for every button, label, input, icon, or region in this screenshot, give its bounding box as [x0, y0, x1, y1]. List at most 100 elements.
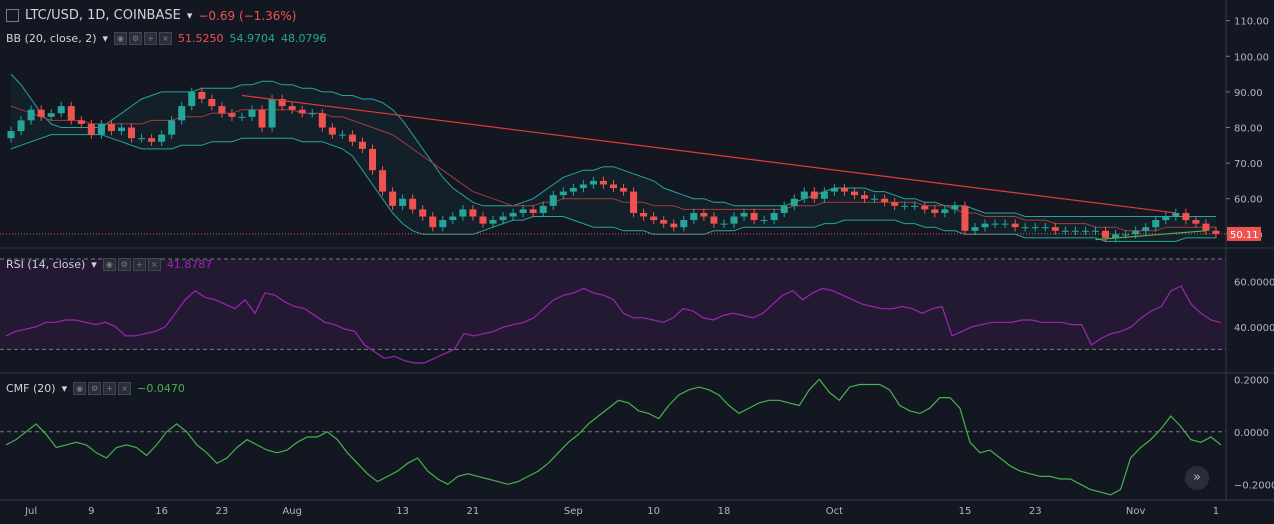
candle: [459, 209, 467, 217]
candle: [178, 106, 186, 121]
candle: [720, 223, 728, 225]
eye-icon[interactable]: ◉: [102, 258, 116, 271]
candle: [439, 220, 447, 228]
plus-icon[interactable]: +: [132, 258, 146, 271]
close-icon[interactable]: ×: [159, 32, 173, 45]
candle: [840, 188, 848, 192]
candle: [951, 205, 959, 210]
plus-icon[interactable]: +: [144, 32, 158, 45]
candle: [1081, 230, 1089, 232]
candle: [318, 113, 326, 128]
candle: [539, 205, 547, 213]
close-icon[interactable]: ×: [147, 258, 161, 271]
candle: [810, 191, 818, 199]
rsi-tick-label: 40.0000: [1234, 323, 1274, 334]
candle: [770, 212, 778, 221]
y-tick-label: 90.00: [1234, 88, 1263, 99]
candle: [609, 184, 618, 189]
price-change: −0.69 (−1.36%): [198, 8, 297, 23]
candle: [1041, 227, 1049, 229]
symbol-title[interactable]: LTC/USD, 1D, COINBASE: [25, 8, 181, 23]
candle: [27, 109, 35, 121]
candle: [47, 113, 55, 117]
bb-label[interactable]: BB (20, close, 2): [6, 32, 97, 45]
close-icon[interactable]: ×: [118, 382, 132, 395]
cmf-value: −0.0470: [137, 382, 185, 395]
x-tick-label: Jul: [24, 506, 37, 517]
candle: [67, 106, 75, 121]
x-tick-label: 16: [155, 506, 168, 517]
rsi-pane[interactable]: [0, 258, 1226, 364]
candle: [509, 212, 517, 217]
candle: [800, 191, 808, 199]
chart-icon[interactable]: [6, 9, 19, 22]
candle: [198, 91, 206, 100]
double-chevron-right-icon[interactable]: »: [1185, 466, 1209, 490]
candle: [17, 120, 25, 132]
candle: [901, 205, 909, 207]
bb-legend: BB (20, close, 2) ▾ ◉ ⚙ + × 51.5250 54.9704…: [6, 32, 327, 45]
candle: [1142, 227, 1150, 231]
candle: [1021, 227, 1029, 229]
x-tick-label: 13: [396, 506, 409, 517]
chevron-down-icon[interactable]: ▾: [186, 9, 193, 22]
x-tick-label: 23: [1029, 506, 1042, 517]
eye-icon[interactable]: ◉: [114, 32, 128, 45]
candle: [1031, 227, 1039, 229]
candle: [228, 113, 236, 117]
candle: [348, 134, 356, 142]
candle: [479, 216, 487, 224]
candle: [529, 209, 537, 213]
candle: [1091, 230, 1099, 232]
candle: [358, 141, 366, 149]
candle: [238, 116, 246, 118]
candle: [368, 148, 377, 171]
candle: [158, 134, 166, 142]
eye-icon[interactable]: ◉: [73, 382, 87, 395]
rsi-tick-label: 60.0000: [1234, 278, 1274, 289]
cmf-tick-label: 0.2000: [1234, 375, 1269, 386]
cmf-pane[interactable]: [0, 378, 1226, 496]
cmf-label[interactable]: CMF (20): [6, 382, 56, 395]
chevron-down-icon[interactable]: ▾: [102, 32, 109, 45]
candle: [1212, 230, 1220, 234]
candle: [750, 212, 758, 221]
x-tick-label: 1: [1213, 506, 1219, 517]
chevron-down-icon[interactable]: ▾: [91, 258, 97, 271]
rsi-line: [5, 285, 1222, 364]
candle: [1122, 234, 1130, 236]
candle: [1172, 212, 1180, 217]
candle: [1152, 220, 1160, 228]
candle: [1112, 234, 1120, 238]
candle: [1071, 230, 1079, 232]
candle: [469, 209, 477, 217]
bb-basis-value: 51.5250: [178, 32, 224, 45]
candle: [710, 216, 718, 224]
candle: [790, 198, 798, 206]
candle: [168, 120, 176, 135]
candle: [961, 205, 969, 231]
candle: [268, 99, 276, 128]
gear-icon[interactable]: ⚙: [117, 258, 131, 271]
candle: [931, 209, 939, 213]
gear-icon[interactable]: ⚙: [129, 32, 143, 45]
x-tick-label: 9: [88, 506, 94, 517]
candle: [650, 216, 658, 221]
candle: [941, 209, 949, 213]
candle: [338, 134, 346, 136]
price-pane[interactable]: [0, 73, 1226, 243]
rsi-label[interactable]: RSI (14, close): [6, 258, 86, 271]
candle: [569, 188, 577, 192]
candle: [1011, 223, 1019, 228]
candle: [1061, 230, 1069, 232]
gear-icon[interactable]: ⚙: [88, 382, 102, 395]
chevron-down-icon[interactable]: ▾: [61, 382, 68, 395]
candle: [107, 123, 115, 132]
x-tick-label: Sep: [564, 506, 583, 517]
x-tick-label: Aug: [282, 506, 302, 517]
plus-icon[interactable]: +: [103, 382, 117, 395]
candle: [399, 198, 407, 206]
candle: [188, 91, 196, 107]
bb-basis-line: [10, 105, 1216, 232]
